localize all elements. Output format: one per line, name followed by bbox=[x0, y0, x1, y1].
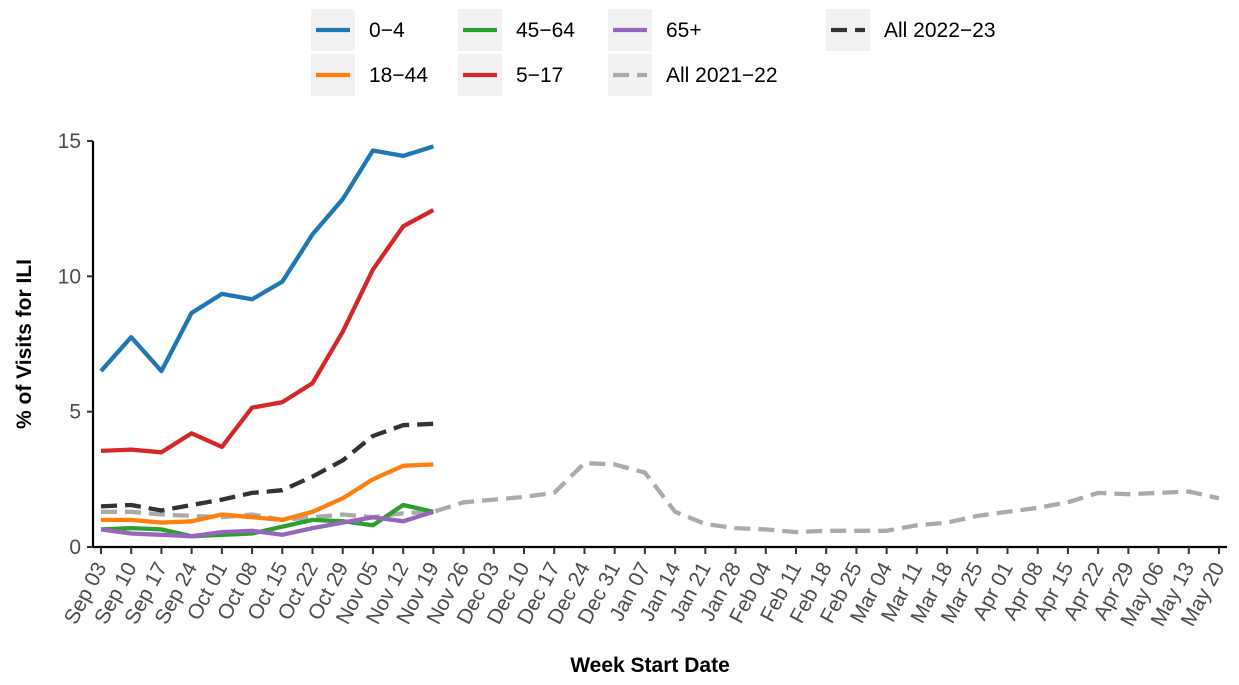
legend-label: All 2022−23 bbox=[884, 19, 996, 42]
y-tick-label: 10 bbox=[58, 265, 81, 288]
series-line-18-44 bbox=[101, 462, 434, 525]
series-line-45-64 bbox=[100, 502, 434, 539]
series-line-0-4 bbox=[99, 144, 435, 374]
y-tick-label: 15 bbox=[58, 130, 81, 153]
y-tick-label: 0 bbox=[69, 536, 81, 559]
legend-item-18-44: 18−44 bbox=[311, 54, 428, 96]
series-line-all-2021-22 bbox=[101, 460, 1220, 535]
legend-label: 65+ bbox=[666, 19, 702, 42]
y-axis-title: % of Visits for ILI bbox=[13, 259, 36, 429]
series-line-65 bbox=[100, 509, 435, 539]
legend-label: 18−44 bbox=[369, 64, 428, 87]
series-layer bbox=[99, 144, 1220, 539]
legend-item-45-64: 45−64 bbox=[458, 9, 575, 51]
legend-item-all-2021-22: All 2021−22 bbox=[608, 54, 778, 96]
legend-item-0-4: 0−4 bbox=[311, 9, 405, 51]
x-axis-title: Week Start Date bbox=[570, 654, 730, 677]
legend-label: All 2021−22 bbox=[666, 64, 778, 87]
legend-item-65: 65+ bbox=[608, 9, 702, 51]
legend-label: 0−4 bbox=[369, 19, 405, 42]
series-line-5-17 bbox=[100, 208, 435, 455]
legend-item-5-17: 5−17 bbox=[458, 54, 563, 96]
legend-item-all-2022-23: All 2022−23 bbox=[826, 9, 996, 51]
series-line-all-2022-23 bbox=[100, 421, 434, 513]
legend: 0−4 18−44 45−64 5−17 65+ All 2021−22 All 2022−… bbox=[311, 9, 996, 96]
legend-label: 5−17 bbox=[516, 64, 563, 87]
legend-label: 45−64 bbox=[516, 19, 575, 42]
y-tick-label: 5 bbox=[69, 401, 81, 424]
